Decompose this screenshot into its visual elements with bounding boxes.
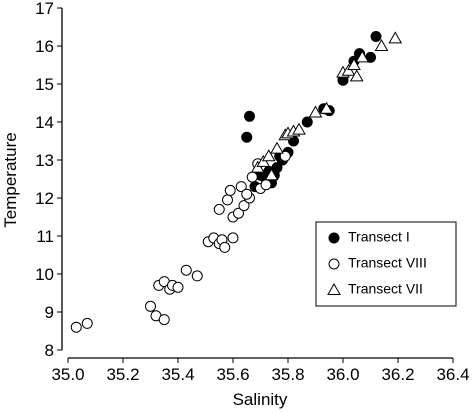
point: [246, 171, 258, 183]
point: [292, 122, 306, 135]
y-tick-label: 15: [35, 75, 54, 94]
point: [347, 57, 361, 70]
legend-label: Transect VIII: [348, 255, 427, 271]
x-tick-label: 36.0: [326, 365, 359, 384]
legend-marker: [328, 232, 340, 244]
point: [270, 141, 284, 154]
y-tick-label: 8: [45, 341, 54, 360]
point: [213, 203, 225, 215]
legend-marker: [327, 282, 341, 295]
point: [244, 110, 255, 122]
point: [264, 168, 279, 181]
point: [279, 150, 291, 162]
y-tick-label: 16: [35, 37, 54, 56]
y-tick-label: 12: [35, 189, 54, 208]
point: [319, 101, 334, 114]
point: [355, 50, 370, 63]
point: [180, 264, 192, 276]
point: [308, 105, 323, 118]
point: [349, 69, 364, 82]
y-tick-label: 17: [35, 0, 54, 18]
point: [219, 241, 231, 253]
x-tick-label: 36.4: [436, 365, 469, 384]
point: [172, 281, 184, 293]
point: [261, 149, 276, 162]
x-tick-label: 35.8: [271, 365, 304, 384]
point: [233, 207, 244, 219]
point: [81, 317, 93, 329]
legend-label: Transect I: [348, 229, 410, 245]
legend-label: Transect VII: [348, 281, 423, 297]
point: [241, 188, 253, 200]
y-tick-label: 11: [36, 227, 54, 246]
point: [241, 131, 253, 143]
point: [374, 38, 389, 51]
point: [260, 179, 272, 191]
point: [222, 194, 233, 206]
legend-marker: [328, 258, 340, 270]
y-tick-label: 13: [35, 151, 54, 170]
y-tick-label: 10: [35, 265, 54, 284]
x-axis-label: Salinity: [233, 390, 288, 409]
x-tick-label: 35.0: [51, 365, 84, 384]
point: [70, 321, 82, 333]
x-tick-label: 36.2: [381, 365, 414, 384]
point: [224, 184, 236, 196]
point: [235, 181, 247, 193]
point: [370, 31, 382, 42]
point: [227, 232, 239, 244]
point: [145, 300, 156, 312]
y-axis-label: Temperature: [1, 132, 20, 227]
point: [238, 200, 250, 212]
x-tick-label: 35.2: [106, 365, 139, 384]
point: [158, 314, 170, 326]
point: [388, 31, 403, 44]
y-tick-label: 14: [35, 113, 54, 132]
x-tick-label: 35.4: [161, 365, 194, 384]
x-tick-label: 35.6: [216, 365, 249, 384]
point: [191, 270, 203, 282]
point: [301, 116, 313, 128]
y-tick-label: 9: [45, 303, 54, 322]
